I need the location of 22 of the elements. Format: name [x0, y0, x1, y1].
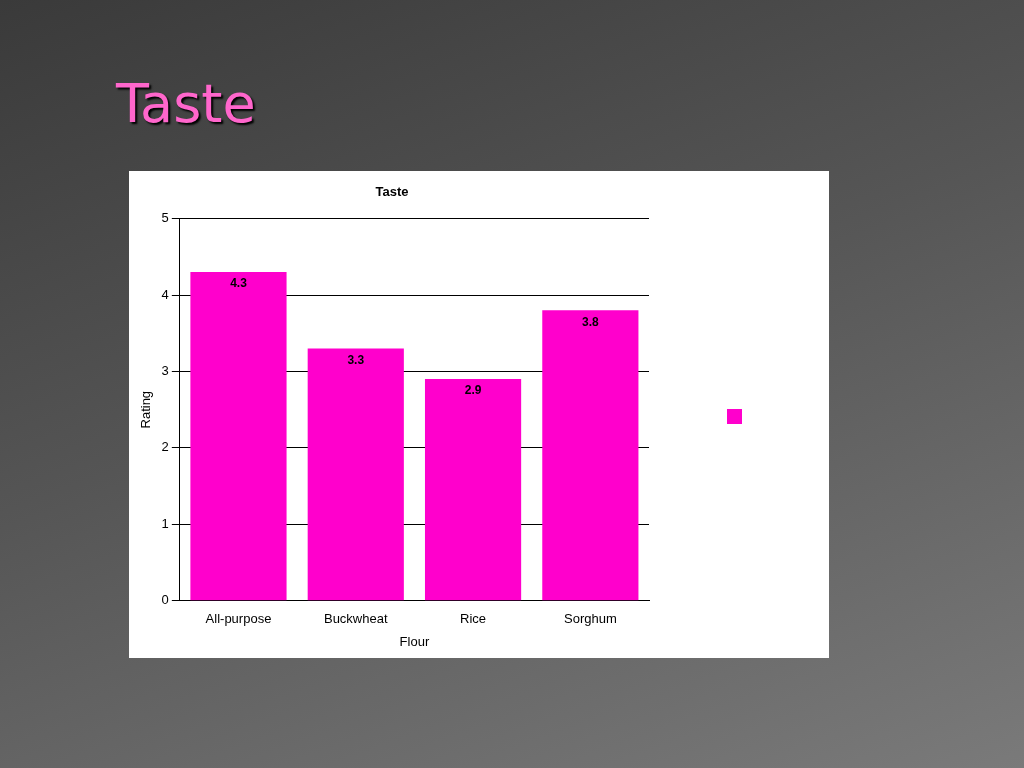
- bar: [424, 379, 522, 601]
- bar: [307, 348, 404, 601]
- y-axis-title: Rating: [138, 390, 154, 429]
- chart-title: Taste: [375, 184, 409, 200]
- data-label: 4.3: [230, 276, 248, 291]
- y-tick-label: 3: [161, 363, 169, 379]
- x-tick-label: Sorghum: [563, 611, 617, 627]
- bar: [542, 310, 639, 601]
- data-label: 2.9: [464, 383, 482, 398]
- data-label: 3.8: [582, 314, 600, 329]
- data-label: 3.3: [347, 352, 365, 367]
- x-axis-title: Flour: [399, 633, 430, 649]
- x-tick-label: All-purpose: [205, 611, 272, 627]
- text: Taste: [116, 72, 256, 135]
- x-tick-label: Rice: [460, 611, 487, 627]
- x-tick-label: Buckwheat: [323, 611, 388, 627]
- y-tick-label: 5: [161, 210, 169, 226]
- y-tick-label: 0: [161, 592, 169, 608]
- y-tick-label: 4: [161, 286, 169, 302]
- y-tick-label: 2: [161, 439, 169, 455]
- y-tick-label: 1: [161, 515, 169, 531]
- bar: [190, 272, 287, 601]
